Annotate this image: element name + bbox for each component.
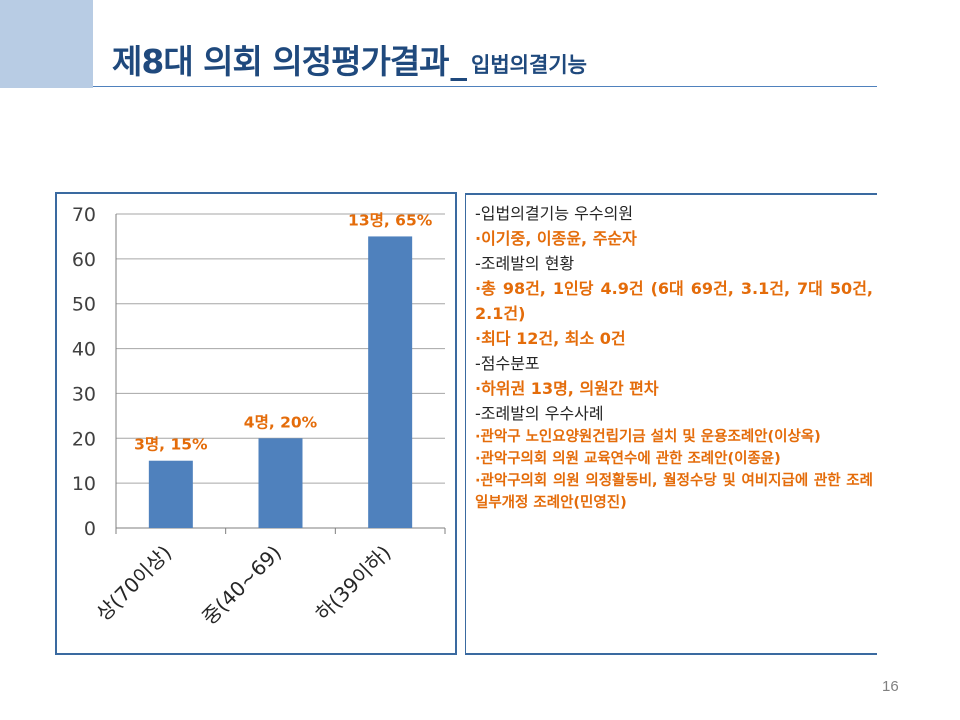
page-number: 16 (882, 678, 899, 695)
text-panel-content: -입법의결기능 우수의원 ·이기중, 이종윤, 주순자 -조례발의 현황 ·총 9… (475, 201, 873, 514)
category-label: 중(40~69) (197, 541, 286, 630)
text-panel-bottom-rule (465, 653, 877, 655)
bar (258, 438, 303, 528)
data-label: 3명, 15% (134, 436, 208, 454)
section-item: ·관악구 노인요양원건립기금 설치 및 운용조례안(이상옥) (475, 429, 821, 445)
y-tick-label: 60 (72, 249, 96, 271)
y-tick-label: 50 (72, 294, 96, 316)
section-item: ·하위권 13명, 의원간 편차 (475, 379, 659, 398)
bar-chart: 0 10 20 30 40 50 60 70 3명, 15% 상(70이상) 4명, 20% 중(40… (72, 204, 446, 630)
bar (368, 236, 413, 528)
section-item: ·이기중, 이종윤, 주순자 (475, 229, 637, 248)
section-item: ·관악구의회 의원 교육연수에 관한 조례안(이종윤) (475, 451, 781, 467)
title-subtitle: 입법의결기능 (471, 53, 587, 77)
section-heading: -점수분포 (475, 354, 540, 373)
section-item: ·총 98건, 1인당 4.9건 (6대 69건, 3.1건, 7대 50건, … (475, 279, 873, 323)
title-underline (93, 86, 877, 87)
y-tick-label: 30 (72, 383, 96, 405)
y-tick-label: 40 (72, 339, 96, 361)
bar (148, 460, 193, 528)
section-heading: -조례발의 현황 (475, 254, 575, 273)
y-tick-label: 0 (84, 518, 96, 540)
text-panel-top-rule (465, 193, 877, 195)
y-tick-label: 10 (72, 473, 96, 495)
title-separator: _ (450, 42, 468, 81)
data-label: 4명, 20% (244, 413, 318, 431)
chart-panel: 0 10 20 30 40 50 60 70 3명, 15% 상(70이상) 4명, 20% 중(40… (55, 192, 457, 655)
data-label: 13명, 65% (348, 211, 433, 229)
y-tick-label: 20 (72, 428, 96, 450)
title-main: 제8대 의회 의정평가결과 (112, 42, 450, 81)
section-item: ·최다 12건, 최소 0건 (475, 329, 626, 348)
category-label: 하(39이하) (311, 541, 396, 626)
section-heading: -입법의결기능 우수의원 (475, 204, 634, 223)
text-panel-left-rule (465, 193, 466, 655)
slide-title: 제8대 의회 의정평가결과 _ 입법의결기능 (112, 22, 587, 78)
corner-accent-block (0, 0, 93, 88)
section-item: ·관악구의회 의원 의정활동비, 월정수당 및 여비지급에 관한 조례 일부개정… (475, 473, 873, 511)
section-heading: -조례발의 우수사례 (475, 404, 604, 423)
text-panel: -입법의결기능 우수의원 ·이기중, 이종윤, 주순자 -조례발의 현황 ·총 9… (465, 193, 877, 655)
y-tick-label: 70 (72, 204, 96, 226)
category-label: 상(70이상) (91, 541, 176, 626)
